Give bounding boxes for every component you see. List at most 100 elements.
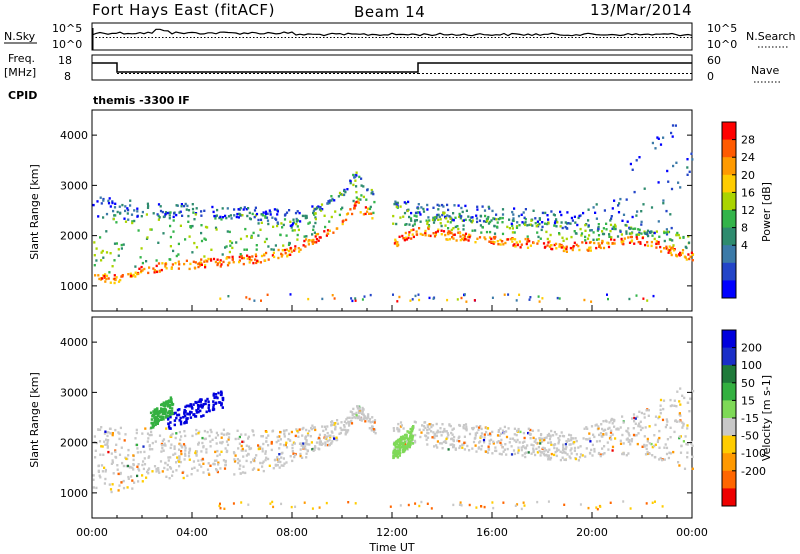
velocity-patch-cell [153,420,157,423]
power-cell [129,274,133,277]
velocity-cell [683,467,687,470]
power-cell [295,222,298,226]
velocity-cell [537,446,540,449]
velocity-cell [97,464,100,467]
velocity-cell [679,387,682,390]
power-cell [108,197,111,200]
velocity-cell [155,470,158,473]
power-cell [455,239,458,242]
power-cell [417,203,420,206]
power-cell [289,224,292,227]
power-cell [544,211,547,215]
velocity-cell [464,423,468,426]
velocity-cell [588,432,591,435]
velocity-cell [224,460,227,464]
velocity-cell [245,444,248,447]
power-cell [397,243,400,247]
velocity-cell [116,464,119,467]
power-cell [496,240,499,243]
power-cell [688,170,691,173]
velocity-cell [238,435,241,439]
power-cell [248,258,251,261]
velocity-cell [172,453,175,456]
velocity-cell [159,460,163,463]
power-cell [129,204,132,207]
power-cell [187,220,190,223]
power-cell [427,234,430,237]
power-cell [655,246,658,249]
velocity-patch-cell [395,442,399,446]
velocity-cell [589,440,592,443]
velocity-cell [264,458,267,462]
velocity-cell [627,427,630,430]
power-cell [424,234,427,237]
y-tick-label: 1000 [60,487,88,500]
velocity-cell [193,466,196,469]
velocity-cell [216,434,220,437]
velocity-cell [690,442,693,446]
velocity-cell [602,433,605,436]
power-cell [169,211,172,214]
velocity-cell [583,427,586,430]
power-cell [471,229,474,232]
velocity-cell [369,421,372,424]
colorbar-swatch [722,382,736,401]
power-cell [252,231,255,235]
beam-title: Beam 14 [354,3,425,21]
velocity-cell [671,404,674,407]
velocity-cell [131,479,134,482]
velocity-cell [240,449,243,452]
velocity-cell [92,478,95,481]
power-cell [524,208,527,211]
velocity-cell [659,398,663,402]
power-cell [115,276,118,279]
power-cell [465,209,468,212]
power-cell [157,214,160,218]
power-cell [650,240,653,244]
velocity-patch-cell [200,415,203,418]
velocity-cell [581,454,584,457]
power-cell [553,224,556,227]
velocity-cell [321,442,324,445]
velocity-cell [324,437,327,440]
power-cell [127,273,130,276]
power-cell [556,221,559,224]
velocity-cell [585,447,588,450]
velocity-patch-cell [179,420,183,423]
velocity-cell [517,446,520,449]
power-cell [214,260,217,264]
power-cell [140,270,143,274]
power-cell [160,268,163,272]
power-cell [476,220,479,224]
velocity-cell [98,440,102,443]
velocity-cell [167,459,170,462]
velocity-cell [99,428,102,431]
power-cell [471,219,474,222]
velocity-cell [654,415,658,418]
power-cell [451,236,454,239]
velocity-cell [463,448,466,451]
power-cell [628,232,631,235]
power-cell [315,241,318,244]
power-cell [513,231,516,234]
velocity-cell [545,436,548,439]
power-cell [399,216,402,219]
velocity-cell [205,448,208,451]
velocity-cell [146,470,149,474]
power-cell [501,221,504,224]
power-cell [638,228,641,232]
power-cell [662,199,665,202]
power-cell [571,248,574,252]
power-cell [555,247,558,250]
power-noise-cell [417,293,420,296]
velocity-patch-cell [190,411,193,414]
velocity-cell [500,453,503,456]
power-cell [276,210,279,213]
velocity-cell [178,448,181,451]
power-cell [555,225,558,228]
power-cell [179,224,182,227]
velocity-patch-cell [193,415,197,418]
power-cell [253,209,257,212]
cpid-value: themis -3300 IF [93,94,190,107]
velocity-cell [161,439,164,443]
